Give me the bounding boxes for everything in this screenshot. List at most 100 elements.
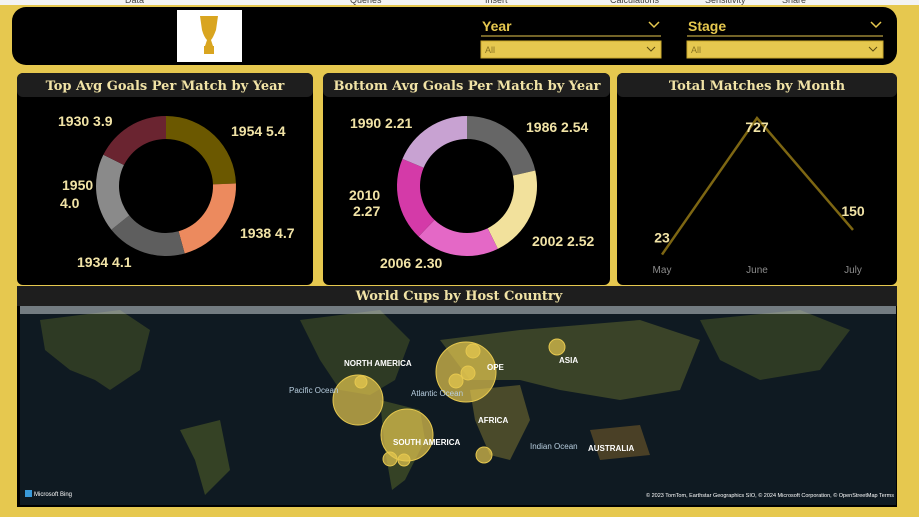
panel-header <box>17 73 313 97</box>
category: 1930 <box>58 113 89 129</box>
bubble <box>332 374 384 426</box>
data-label: 2006 2.30 <box>380 255 443 271</box>
chevron <box>870 21 882 29</box>
panel <box>323 73 610 285</box>
map-label: SOUTH AMERICA <box>393 438 460 447</box>
bubble <box>382 451 398 467</box>
dropdown-value: All <box>485 45 495 55</box>
map-label: AFRICA <box>478 416 508 425</box>
value: 2.30 <box>415 255 442 271</box>
data-label: 2002 2.52 <box>532 233 595 249</box>
land <box>40 310 150 390</box>
x-tick-label: June <box>746 265 768 276</box>
ice <box>20 306 896 314</box>
ribbon-strip <box>0 0 919 5</box>
ribbon-tab: Queries <box>350 0 382 5</box>
category: 1954 <box>231 123 262 139</box>
donut-slice <box>418 219 498 256</box>
category: 2002 <box>532 233 563 249</box>
value: 2.52 <box>567 233 594 249</box>
value: 3.9 <box>93 113 113 129</box>
donut-slice <box>487 170 537 249</box>
data-label: 23 <box>654 230 670 246</box>
data-label: 1990 2.21 <box>350 115 413 131</box>
chevron <box>868 46 878 52</box>
data-label: 2.27 <box>353 203 380 219</box>
filter-label: Year <box>482 18 512 34</box>
ribbon-tab: Sensitivity <box>705 0 746 5</box>
line <box>660 115 854 256</box>
value: 4.1 <box>112 254 132 270</box>
panel <box>617 73 897 285</box>
category: 2006 <box>380 255 411 271</box>
bubble <box>460 365 476 381</box>
bubble <box>475 446 493 464</box>
bubble <box>397 453 411 467</box>
trophy-icon <box>200 16 218 54</box>
map-label: NORTH AMERICA <box>344 359 412 368</box>
bing-logo <box>25 490 32 497</box>
land <box>300 310 410 395</box>
map-label: OPE <box>487 363 505 372</box>
value: 4.7 <box>275 225 295 241</box>
chevron <box>646 46 656 52</box>
data-label: 1950 <box>62 177 93 193</box>
value: 2.21 <box>385 115 412 131</box>
map-label: Atlantic Ocean <box>411 389 463 398</box>
filter-label: Stage <box>688 18 726 34</box>
ribbon-tab: Calculations <box>610 0 660 5</box>
data-label: 1954 5.4 <box>231 123 286 139</box>
map-label: AUSTRALIA <box>588 444 634 453</box>
donut-slice <box>397 158 435 237</box>
data-label: 4.0 <box>60 195 80 211</box>
chevron <box>648 21 660 29</box>
copyright: © 2023 TomTom, Earthstar Geographics SIO… <box>646 492 894 499</box>
bubble <box>465 343 481 359</box>
value: 2.54 <box>561 119 588 135</box>
ribbon-tab: Insert <box>485 0 508 5</box>
donut-slice <box>166 116 236 185</box>
donut-slice <box>103 116 166 166</box>
panel-header <box>617 73 897 97</box>
panel-header <box>17 286 897 306</box>
ribbon-tab: Share <box>782 0 806 5</box>
chart-title: Top Avg Goals Per Match by Year <box>46 79 285 94</box>
chart-title: Bottom Avg Goals Per Match by Year <box>334 79 601 94</box>
data-label: 727 <box>745 119 769 135</box>
dropdown-value: All <box>691 45 701 55</box>
map-label: Indian Ocean <box>530 442 578 451</box>
data-label: 1934 4.1 <box>77 254 132 270</box>
x-tick-label: May <box>653 265 672 276</box>
land <box>470 385 530 460</box>
chart-title: Total Matches by Month <box>669 79 846 94</box>
category: 1986 <box>526 119 557 135</box>
dropdown[interactable] <box>480 40 662 59</box>
ribbon-tab: Data <box>125 0 144 5</box>
data-label: 1930 3.9 <box>58 113 113 129</box>
bubble <box>548 338 566 356</box>
donut-slice <box>95 154 130 230</box>
data-label: 1938 4.7 <box>240 225 295 241</box>
panel-header <box>323 73 610 97</box>
bubbles <box>332 338 566 467</box>
map-label: ASIA <box>559 356 578 365</box>
bubble <box>354 375 368 389</box>
land <box>700 310 850 380</box>
category: 1934 <box>77 254 108 270</box>
x-tick-label: July <box>844 265 862 276</box>
panel <box>17 73 313 285</box>
dropdown[interactable] <box>686 40 884 59</box>
map <box>20 306 896 505</box>
attribution: Microsoft Bing <box>34 492 72 498</box>
land <box>180 420 230 495</box>
map-label: Pacific Ocean <box>289 386 338 395</box>
data-label: 1986 2.54 <box>526 119 589 135</box>
chart-title: World Cups by Host Country <box>355 289 563 304</box>
donut-slice <box>402 116 467 168</box>
data-label: 150 <box>841 203 865 219</box>
category: 1938 <box>240 225 271 241</box>
donut-slice <box>111 215 185 256</box>
category: 1990 <box>350 115 381 131</box>
